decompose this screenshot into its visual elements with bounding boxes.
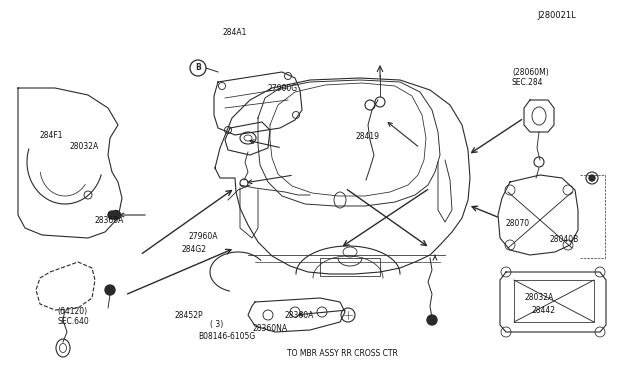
Text: ( 3): ( 3) [210,320,223,329]
Text: TO MBR ASSY RR CROSS CTR: TO MBR ASSY RR CROSS CTR [287,349,397,358]
Circle shape [111,211,120,219]
Text: 28032A: 28032A [525,293,554,302]
Text: 28040B: 28040B [549,235,579,244]
Circle shape [427,315,437,325]
Text: 28360NA: 28360NA [253,324,288,333]
Text: 28360A: 28360A [95,216,124,225]
Text: 28360A: 28360A [285,311,314,320]
Text: 28452P: 28452P [174,311,203,320]
Circle shape [589,175,595,181]
Text: (28060M): (28060M) [512,68,548,77]
Text: 28419: 28419 [355,132,380,141]
Text: 28032A: 28032A [69,142,99,151]
Circle shape [105,285,115,295]
Text: (64120): (64120) [58,307,88,316]
Text: 28442: 28442 [531,306,555,315]
Text: 27960A: 27960A [189,232,218,241]
Text: J280021L: J280021L [538,11,577,20]
Text: SEC.640: SEC.640 [58,317,90,326]
Text: 27900G: 27900G [268,84,298,93]
Text: 284G2: 284G2 [181,245,206,254]
Text: 28070: 28070 [506,219,530,228]
Circle shape [108,211,116,219]
Text: SEC.284: SEC.284 [512,78,543,87]
Text: B: B [195,64,201,73]
Text: 284F1: 284F1 [40,131,63,140]
Text: B08146-6105G: B08146-6105G [198,332,255,341]
Text: 284A1: 284A1 [223,28,247,37]
